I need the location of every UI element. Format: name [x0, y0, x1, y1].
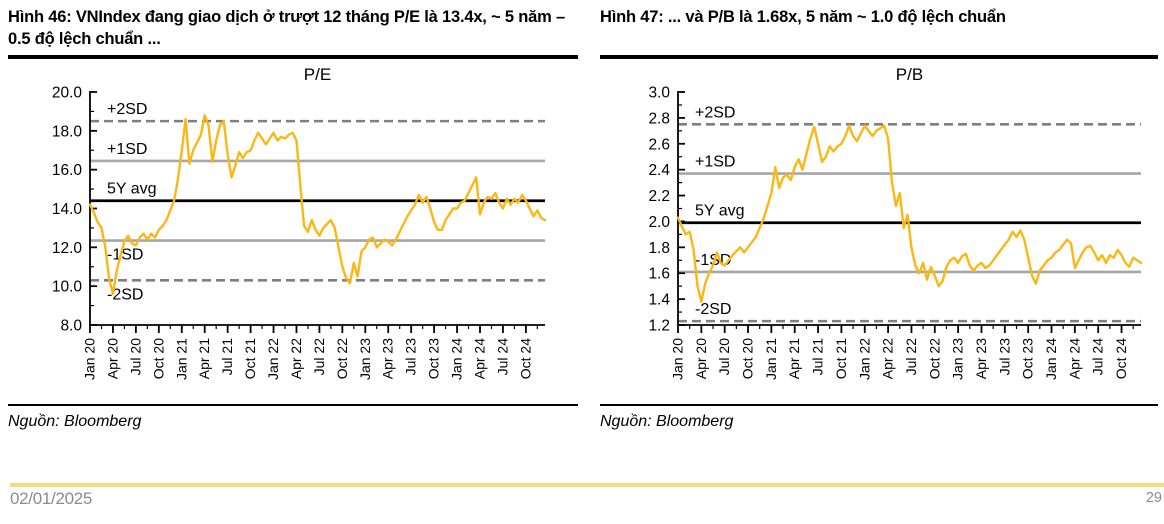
x-tick-label: Jan 24 — [449, 338, 465, 380]
x-tick-label: Apr 22 — [880, 338, 896, 379]
y-tick-label: 1.6 — [648, 266, 670, 283]
x-tick-label: Jan 20 — [82, 338, 98, 380]
x-tick-label: Jul 24 — [1090, 338, 1106, 376]
x-tick-label: Jan 23 — [357, 338, 373, 380]
x-tick-label: Jan 20 — [670, 338, 686, 380]
y-tick-label: 2.8 — [648, 110, 670, 127]
x-tick-label: Jul 21 — [219, 338, 235, 376]
ref-label-+2SD: +2SD — [107, 101, 147, 118]
x-tick-label: Jul 22 — [903, 338, 919, 376]
x-tick-label: Jul 24 — [494, 338, 510, 376]
ref-label--2SD: -2SD — [695, 301, 731, 318]
x-tick-label: Jan 22 — [265, 338, 281, 380]
x-tick-label: Jul 20 — [127, 338, 143, 376]
x-tick-label: Oct 23 — [1020, 338, 1036, 379]
figure-47-column: Hình 47: ... và P/B là 1.68x, 5 năm ~ 1.… — [600, 6, 1158, 431]
y-tick-label: 8.0 — [60, 318, 82, 335]
x-tick-label: Oct 21 — [833, 338, 849, 379]
x-tick-label: Oct 22 — [334, 338, 350, 379]
y-tick-label: 2.4 — [648, 162, 670, 179]
footer-separator-bar — [10, 483, 1164, 487]
y-tick-label: 12.0 — [52, 240, 83, 257]
figure-47-bottom-rule — [600, 404, 1158, 406]
pe-chart: +2SD +1SD 5Y avg -1SD -2SD P/E 20.0 18.0 16.0 14.… — [8, 62, 578, 404]
ref-label--1SD: -1SD — [107, 247, 143, 264]
x-tick-label: Oct 23 — [426, 338, 442, 379]
chart-title: P/B — [896, 65, 923, 84]
x-tick-label: Oct 24 — [517, 338, 533, 379]
figure-47-source: Nguồn: Bloomberg — [600, 413, 734, 430]
footer-date: 02/01/2025 — [10, 489, 93, 508]
x-tick-label: Jan 22 — [856, 338, 872, 380]
x-tick-label: Jul 22 — [311, 338, 327, 376]
figure-46-source: Nguồn: Bloomberg — [8, 413, 142, 430]
x-tick-label: Jul 23 — [403, 338, 419, 376]
x-tick-label: Apr 24 — [1066, 338, 1082, 379]
figure-47-title-rule — [600, 55, 1158, 59]
x-tick-label: Jul 21 — [810, 338, 826, 376]
x-tick-label: Oct 24 — [1113, 338, 1129, 379]
pe-series-line — [88, 114, 547, 296]
ref-label-+2SD: +2SD — [695, 104, 735, 121]
y-tick-label: 1.4 — [648, 292, 670, 309]
ref-label-5Y avg: 5Y avg — [695, 203, 745, 220]
y-tick-label: 2.2 — [648, 188, 670, 205]
pe-chart-svg: +2SD +1SD 5Y avg -1SD -2SD P/E 20.0 18.0 16.0 14.… — [52, 65, 547, 380]
x-tick-label: Jan 21 — [173, 338, 189, 380]
x-tick-label: Oct 20 — [150, 338, 166, 379]
y-tick-label: 1.8 — [648, 240, 670, 257]
x-tick-label: Apr 22 — [288, 338, 304, 379]
figure-46-bottom-rule — [8, 404, 578, 406]
x-tick-label: Apr 20 — [104, 338, 120, 379]
x-tick-label: Oct 22 — [926, 338, 942, 379]
pb-series-line — [676, 124, 1143, 303]
x-tick-label: Jan 24 — [1043, 338, 1059, 380]
x-tick-label: Apr 23 — [380, 338, 396, 379]
y-tick-label: 14.0 — [52, 201, 83, 218]
pb-chart: +2SD +1SD 5Y avg -1SD -2SD P/B 3.0 2.8 2.6 2.4 2.2… — [600, 62, 1158, 404]
ref-label-5Y avg: 5Y avg — [107, 181, 157, 198]
x-tick-label: Jan 21 — [763, 338, 779, 380]
x-tick-label: Apr 20 — [693, 338, 709, 379]
y-tick-label: 2.0 — [648, 214, 670, 231]
x-tick-label: Apr 24 — [472, 338, 488, 379]
figure-47-title: Hình 47: ... và P/B là 1.68x, 5 năm ~ 1.… — [600, 8, 1006, 26]
y-tick-label: 1.2 — [648, 318, 670, 335]
figure-46-title-rule — [8, 55, 578, 59]
y-tick-label: 18.0 — [52, 123, 83, 140]
y-tick-label: 3.0 — [648, 85, 670, 102]
chart-title: P/E — [304, 65, 331, 84]
x-tick-label: Oct 21 — [242, 338, 258, 379]
page-number: 29 — [1145, 490, 1162, 506]
y-tick-label: 2.6 — [648, 136, 670, 153]
x-tick-label: Jan 23 — [950, 338, 966, 380]
x-tick-label: Apr 21 — [196, 338, 212, 379]
y-tick-label: 16.0 — [52, 162, 83, 179]
figure-46-column: Hình 46: VNIndex đang giao dịch ở trượt … — [8, 6, 578, 431]
y-tick-label: 10.0 — [52, 279, 83, 296]
y-tick-label: 20.0 — [52, 85, 83, 102]
figure-46-title: Hình 46: VNIndex đang giao dịch ở trượt … — [8, 8, 565, 48]
x-tick-label: Apr 21 — [786, 338, 802, 379]
ref-label-+1SD: +1SD — [107, 141, 147, 158]
x-tick-label: Jul 20 — [716, 338, 732, 376]
ref-label-+1SD: +1SD — [695, 154, 735, 171]
x-tick-label: Apr 23 — [973, 338, 989, 379]
x-tick-label: Oct 20 — [740, 338, 756, 379]
x-tick-label: Jul 23 — [996, 338, 1012, 376]
ref-label--2SD: -2SD — [107, 286, 143, 303]
